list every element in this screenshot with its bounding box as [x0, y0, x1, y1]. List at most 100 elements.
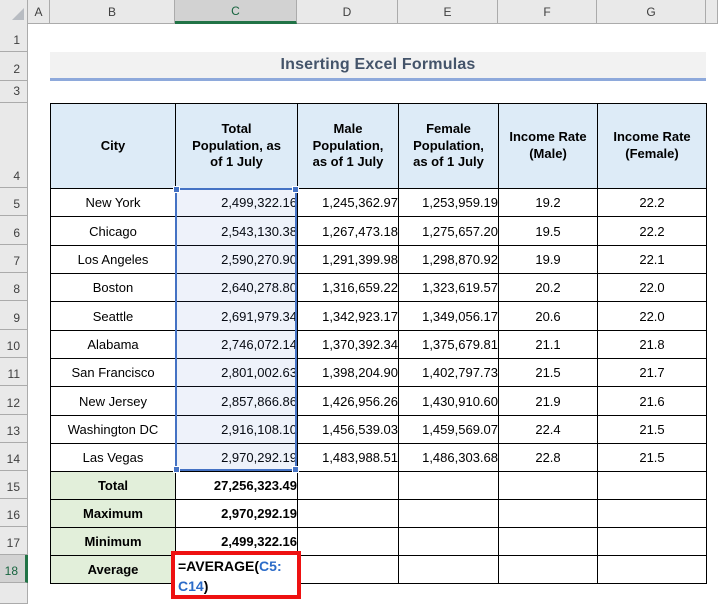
- table-cell[interactable]: 19.2: [498, 188, 598, 217]
- table-cell[interactable]: 2,640,278.80: [175, 273, 298, 302]
- table-cell[interactable]: 21.6: [597, 386, 707, 416]
- row-header-17[interactable]: 17: [0, 527, 28, 555]
- table-header-cell[interactable]: Total Population, as of 1 July: [175, 103, 298, 189]
- table-cell[interactable]: 21.5: [498, 358, 598, 387]
- table-header-cell[interactable]: Income Rate (Male): [498, 103, 598, 189]
- table-header-cell[interactable]: Male Population, as of 1 July: [297, 103, 399, 189]
- row-header-2[interactable]: 2: [0, 52, 28, 81]
- table-cell[interactable]: 1,486,303.68: [398, 443, 499, 472]
- table-cell[interactable]: Washington DC: [50, 415, 176, 444]
- empty-cell[interactable]: [297, 555, 399, 584]
- table-cell[interactable]: 22.0: [597, 301, 707, 331]
- table-cell[interactable]: 1,253,959.19: [398, 188, 499, 217]
- table-cell[interactable]: New Jersey: [50, 386, 176, 416]
- table-cell[interactable]: 2,691,979.34: [175, 301, 298, 331]
- empty-cell[interactable]: [597, 499, 707, 528]
- empty-cell[interactable]: [398, 499, 499, 528]
- table-cell[interactable]: 22.8: [498, 443, 598, 472]
- empty-cell[interactable]: [297, 499, 399, 528]
- row-header-13[interactable]: 13: [0, 415, 28, 443]
- table-cell[interactable]: 1,375,679.81: [398, 330, 499, 359]
- worksheet-title-cell[interactable]: Inserting Excel Formulas: [50, 52, 706, 81]
- summary-label-cell[interactable]: Average: [50, 555, 176, 584]
- table-cell[interactable]: 2,590,270.90: [175, 245, 298, 274]
- row-header-15[interactable]: 15: [0, 471, 28, 499]
- empty-cell[interactable]: [297, 471, 399, 500]
- column-header-g[interactable]: G: [597, 0, 706, 24]
- table-cell[interactable]: 22.2: [597, 216, 707, 246]
- table-cell[interactable]: 21.1: [498, 330, 598, 359]
- empty-cell[interactable]: [398, 471, 499, 500]
- empty-cell[interactable]: [498, 527, 598, 556]
- table-header-cell[interactable]: Income Rate (Female): [597, 103, 707, 189]
- table-cell[interactable]: 21.9: [498, 386, 598, 416]
- table-cell[interactable]: 22.0: [597, 273, 707, 302]
- table-cell[interactable]: Seattle: [50, 301, 176, 331]
- summary-label-cell[interactable]: Maximum: [50, 499, 176, 528]
- summary-value-cell[interactable]: 2,970,292.19: [175, 499, 298, 528]
- row-header-6[interactable]: 6: [0, 216, 28, 245]
- table-cell[interactable]: 1,275,657.20: [398, 216, 499, 246]
- formula-editing-cell-line1[interactable]: =AVERAGE(C5:: [178, 556, 297, 576]
- column-header-c[interactable]: C: [175, 0, 297, 24]
- table-cell[interactable]: 1,459,569.07: [398, 415, 499, 444]
- empty-cell[interactable]: [597, 555, 707, 584]
- table-cell[interactable]: 19.5: [498, 216, 598, 246]
- empty-cell[interactable]: [297, 527, 399, 556]
- column-header-e[interactable]: E: [398, 0, 498, 24]
- table-cell[interactable]: 2,746,072.14: [175, 330, 298, 359]
- empty-cell[interactable]: [498, 555, 598, 584]
- row-header-7[interactable]: 7: [0, 245, 28, 273]
- formula-editing-cell-line2[interactable]: C14): [178, 576, 297, 596]
- summary-value-cell[interactable]: 27,256,323.49: [175, 471, 298, 500]
- table-cell[interactable]: 2,499,322.16: [175, 188, 298, 217]
- table-cell[interactable]: 1,291,399.98: [297, 245, 399, 274]
- empty-cell[interactable]: [597, 527, 707, 556]
- row-header-3[interactable]: 3: [0, 81, 28, 103]
- table-cell[interactable]: 1,316,659.22: [297, 273, 399, 302]
- empty-cell[interactable]: [398, 555, 499, 584]
- table-cell[interactable]: 2,970,292.19: [175, 443, 298, 472]
- row-header-8[interactable]: 8: [0, 273, 28, 301]
- table-cell[interactable]: 1,298,870.92: [398, 245, 499, 274]
- table-header-cell[interactable]: City: [50, 103, 176, 189]
- table-cell[interactable]: 1,370,392.34: [297, 330, 399, 359]
- row-header-16[interactable]: 16: [0, 499, 28, 527]
- table-cell[interactable]: 1,342,923.17: [297, 301, 399, 331]
- table-cell[interactable]: 1,349,056.17: [398, 301, 499, 331]
- row-header-18[interactable]: 18: [0, 555, 28, 583]
- empty-cell[interactable]: [398, 527, 499, 556]
- row-header-4[interactable]: 4: [0, 103, 28, 188]
- summary-label-cell[interactable]: Minimum: [50, 527, 176, 556]
- table-cell[interactable]: Boston: [50, 273, 176, 302]
- table-cell[interactable]: 1,245,362.97: [297, 188, 399, 217]
- table-cell[interactable]: 20.2: [498, 273, 598, 302]
- column-header-f[interactable]: F: [498, 0, 597, 24]
- table-cell[interactable]: 1,483,988.51: [297, 443, 399, 472]
- row-header-5[interactable]: 5: [0, 188, 28, 216]
- table-cell[interactable]: 2,857,866.86: [175, 386, 298, 416]
- column-header-b[interactable]: B: [50, 0, 175, 24]
- row-header-14[interactable]: 14: [0, 443, 28, 471]
- table-cell[interactable]: Alabama: [50, 330, 176, 359]
- empty-cell[interactable]: [498, 471, 598, 500]
- column-header-d[interactable]: D: [297, 0, 398, 24]
- table-header-cell[interactable]: Female Population, as of 1 July: [398, 103, 499, 189]
- table-cell[interactable]: New York: [50, 188, 176, 217]
- table-cell[interactable]: 21.8: [597, 330, 707, 359]
- table-cell[interactable]: 2,543,130.38: [175, 216, 298, 246]
- table-cell[interactable]: 1,456,539.03: [297, 415, 399, 444]
- row-header-10[interactable]: 10: [0, 330, 28, 358]
- select-all-corner[interactable]: [0, 0, 28, 24]
- row-header-9[interactable]: 9: [0, 301, 28, 330]
- table-cell[interactable]: 1,267,473.18: [297, 216, 399, 246]
- table-cell[interactable]: 1,402,797.73: [398, 358, 499, 387]
- table-cell[interactable]: Las Vegas: [50, 443, 176, 472]
- table-cell[interactable]: Los Angeles: [50, 245, 176, 274]
- table-cell[interactable]: 21.5: [597, 443, 707, 472]
- column-header-a[interactable]: A: [28, 0, 50, 24]
- table-cell[interactable]: 1,426,956.26: [297, 386, 399, 416]
- empty-cell[interactable]: [498, 499, 598, 528]
- table-cell[interactable]: Chicago: [50, 216, 176, 246]
- table-cell[interactable]: 21.5: [597, 415, 707, 444]
